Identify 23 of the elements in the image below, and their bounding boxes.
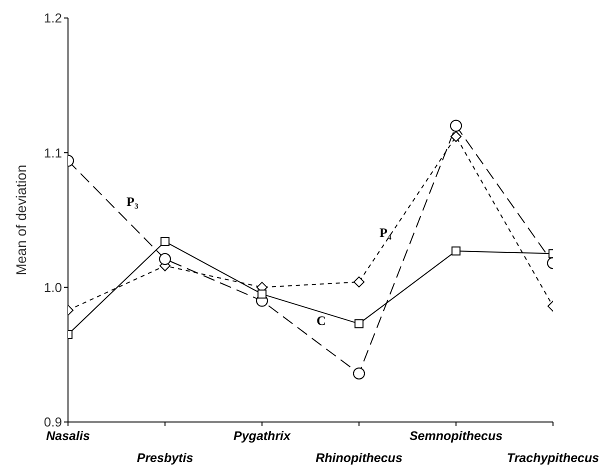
point	[354, 276, 364, 288]
y-axis-title: Mean of deviation	[12, 164, 29, 276]
series-label: C	[316, 312, 326, 328]
x-tick-label: Semnopithecus	[409, 429, 503, 443]
x-tick-label: Rhinopithecus	[316, 451, 402, 465]
series-label: P₃	[126, 194, 138, 209]
point	[354, 319, 364, 328]
point	[160, 237, 170, 246]
point	[353, 368, 365, 380]
x-tick-label: Nasalis	[46, 429, 90, 443]
point	[450, 131, 462, 142]
point	[159, 253, 171, 266]
y-tick-label: 0.9	[44, 414, 62, 430]
series-label: P₄	[380, 225, 392, 240]
y-tick-label: 1.1	[44, 145, 62, 160]
point	[258, 290, 266, 299]
x-tick-label: Trachypithecus	[506, 451, 600, 465]
x-tick-label: Presbytis	[136, 451, 194, 465]
point	[452, 246, 460, 256]
y-tick-label: 1.2	[44, 10, 62, 26]
point	[450, 120, 462, 132]
y-tick-label: 1.0	[44, 280, 62, 295]
x-tick-label: Pygathrix	[234, 429, 292, 443]
